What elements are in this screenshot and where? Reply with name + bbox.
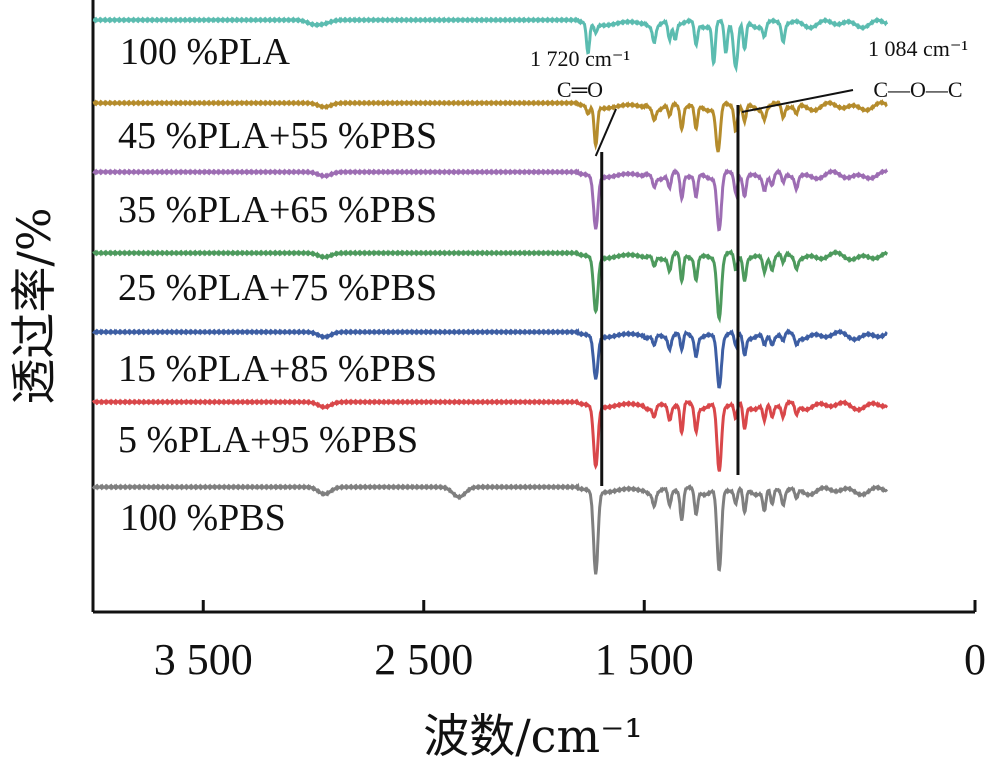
peak-annotations: 1 720 cm⁻¹ C═O 1 084 cm⁻¹ C—O—C [530,36,968,486]
coc-bond-label: C—O—C [873,77,962,102]
spectrum-line [91,482,889,575]
co-wavenumber-label: 1 720 cm⁻¹ [530,46,630,71]
x-tick-label: 3 500 [154,635,253,684]
spectrum-line [92,248,889,324]
co-bond-label: C═O [557,77,603,102]
coc-wavenumber-label: 1 084 cm⁻¹ [868,36,968,61]
series-labels: 100 %PLA 45 %PLA+55 %PBS 35 %PLA+65 %PBS 25… [118,31,437,539]
x-tick-label: 2 500 [374,635,473,684]
x-axis-title: 波数/cm⁻¹ [423,709,643,763]
series-label: 5 %PLA+95 %PBS [118,419,418,461]
y-axis-title: 透过率/% [7,207,61,404]
spectrum-line [91,398,889,472]
spectra [91,16,889,575]
x-tick-label: 0 [964,635,986,684]
series-label: 45 %PLA+55 %PBS [118,115,437,157]
co-leader-line [594,108,617,157]
series-label: 100 %PBS [120,497,286,539]
spectrum-line [92,16,889,74]
x-tick-label: 1 500 [595,635,694,684]
spectrum-line [92,167,889,232]
spectrum-line [92,99,888,153]
series-label: 15 %PLA+85 %PBS [118,348,437,390]
coc-leader-line [741,89,854,113]
x-ticks: 3 500 2 500 1 500 0 [154,600,986,684]
series-label: 35 %PLA+65 %PBS [118,189,437,231]
series-label: 25 %PLA+75 %PBS [118,267,437,309]
series-label: 100 %PLA [120,31,291,73]
spectrum-line [92,328,888,389]
